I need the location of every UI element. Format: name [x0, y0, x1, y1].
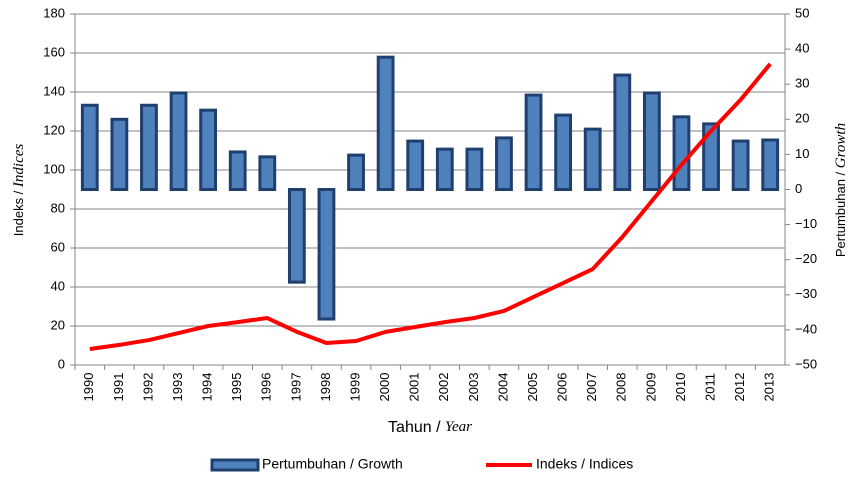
x-tick-label: 2005	[525, 373, 540, 402]
x-tick-label: 2002	[436, 373, 451, 402]
x-tick-label: 1994	[200, 373, 215, 402]
bar	[140, 103, 158, 191]
bar	[731, 139, 750, 191]
x-tick-label: 2004	[495, 373, 510, 402]
bar	[761, 138, 780, 192]
bar	[80, 103, 99, 191]
y2-label-italic: Growth	[833, 123, 849, 168]
bar	[376, 55, 395, 191]
legend-label: Indeks / Indices	[536, 456, 633, 472]
x-tick-label: 1999	[347, 373, 362, 402]
line	[89, 62, 772, 351]
x-tick-label: 1996	[259, 373, 274, 402]
bar	[524, 93, 543, 191]
bar	[199, 108, 218, 191]
y-tick-label: 180	[43, 5, 65, 20]
y-tick-label: 160	[43, 44, 65, 59]
x-tick-label: 1998	[318, 373, 333, 402]
bar	[613, 73, 632, 191]
x-tick-label: 1990	[81, 373, 96, 402]
x-label-italic: Year	[445, 419, 472, 435]
x-tick-label: 2008	[614, 373, 629, 402]
y-tick-label: 20	[51, 317, 65, 332]
y2-tick-label: 30	[795, 76, 809, 91]
y-tick-label: 60	[51, 239, 65, 254]
y2-tick-label: −10	[795, 216, 817, 231]
bar	[465, 147, 484, 191]
y2-axis-label: Pertumbuhan / Growth	[833, 123, 849, 257]
x-tick-label: 2001	[407, 373, 422, 402]
y2-tick-label: 40	[795, 41, 809, 56]
bar	[642, 91, 661, 191]
y2-label-text: Pertumbuhan /	[833, 171, 848, 257]
x-tick-label: 1993	[170, 373, 185, 402]
y-tick-label: 140	[43, 83, 65, 98]
y-tick-label: 0	[58, 356, 65, 371]
x-tick-label: 2000	[377, 373, 392, 402]
bar	[287, 188, 306, 284]
y2-tick-label: 0	[795, 181, 802, 196]
y-tick-label: 100	[43, 161, 65, 176]
x-tick-label: 2013	[762, 373, 777, 402]
y-tick-label: 40	[51, 278, 65, 293]
x-tick-label: 1991	[111, 373, 126, 402]
y2-tick-label: 10	[795, 146, 809, 161]
bar	[347, 153, 365, 192]
bar	[406, 139, 425, 191]
x-tick-label: 1997	[288, 373, 303, 402]
bar	[317, 188, 336, 321]
bar	[554, 113, 573, 191]
x-tick-label: 2011	[702, 373, 717, 401]
bar	[228, 150, 247, 191]
y-tick-label: 120	[43, 122, 65, 137]
bar	[495, 136, 513, 191]
x-tick-label: 2006	[555, 373, 570, 402]
y2-tick-label: −40	[795, 321, 817, 336]
y-label-italic: Indices	[11, 144, 27, 188]
x-tick-label: 1992	[140, 373, 155, 402]
bar	[672, 115, 691, 191]
legend-label: Pertumbuhan / Growth	[262, 456, 403, 472]
legend-swatch	[210, 458, 260, 472]
y2-tick-label: −30	[795, 286, 817, 301]
x-tick-label: 2010	[673, 373, 688, 402]
x-tick-label: 2007	[584, 373, 599, 402]
bar	[435, 147, 454, 191]
y-tick-label: 80	[51, 200, 65, 215]
bar	[110, 117, 129, 191]
y2-tick-label: −20	[795, 251, 817, 266]
x-tick-label: 1995	[229, 373, 244, 402]
bar	[169, 91, 188, 191]
y-label-text: Indeks /	[11, 190, 26, 236]
y2-tick-label: 50	[795, 5, 809, 20]
x-label-text: Tahun /	[388, 419, 441, 436]
x-axis-label: Tahun / Year	[388, 419, 472, 436]
x-tick-label: 2009	[643, 373, 658, 402]
x-tick-label: 2003	[466, 373, 481, 402]
y2-tick-label: −50	[795, 356, 817, 371]
y-axis-label: Indeks / Indices	[11, 144, 27, 237]
x-tick-label: 2012	[732, 373, 747, 402]
bar	[702, 122, 720, 191]
bar	[258, 155, 277, 191]
y2-tick-label: 20	[795, 111, 809, 126]
bar	[583, 127, 602, 192]
